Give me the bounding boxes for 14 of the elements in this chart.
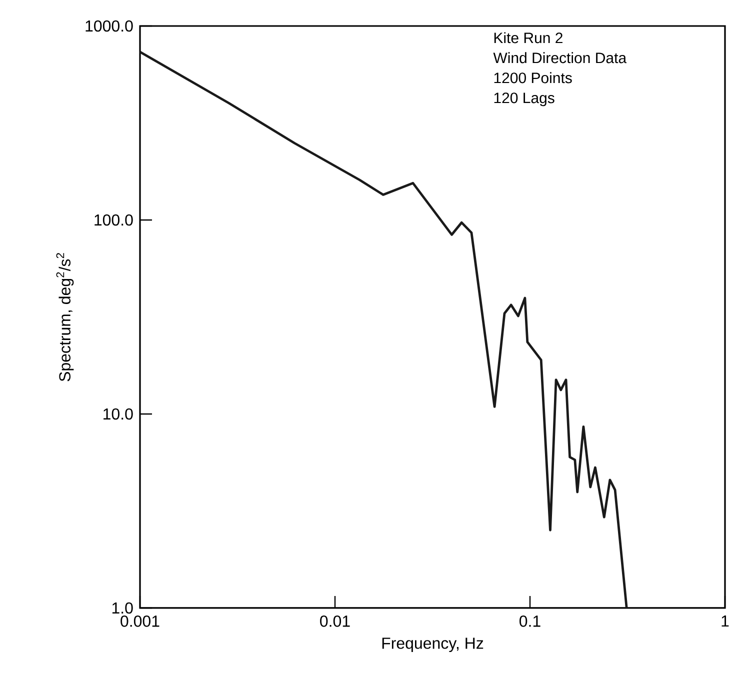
- x-tick-label: 0.1: [520, 616, 540, 627]
- x-axis-title: Frequency, Hz: [382, 638, 484, 652]
- y-axis-title: Spectrum, deg$^{2}$/s$^{2}$: [56, 253, 74, 382]
- annotation: 1200 Points: [494, 72, 572, 84]
- y-tick-label: 1000.0: [86, 20, 133, 32]
- x-tick-label: 0.001: [120, 616, 160, 627]
- y-tick-label: 100.0: [94, 214, 133, 226]
- x-tick-label: 0.01: [320, 616, 350, 627]
- y-tick-label: 1.0: [112, 602, 133, 614]
- x-tick-label: 1: [722, 616, 729, 627]
- y-tick-label: 10.0: [104, 408, 133, 420]
- annotation: 120 Lags: [494, 92, 554, 106]
- annotation: Wind Direction Data: [493, 52, 627, 64]
- annotation: Kite Run 2: [494, 32, 562, 44]
